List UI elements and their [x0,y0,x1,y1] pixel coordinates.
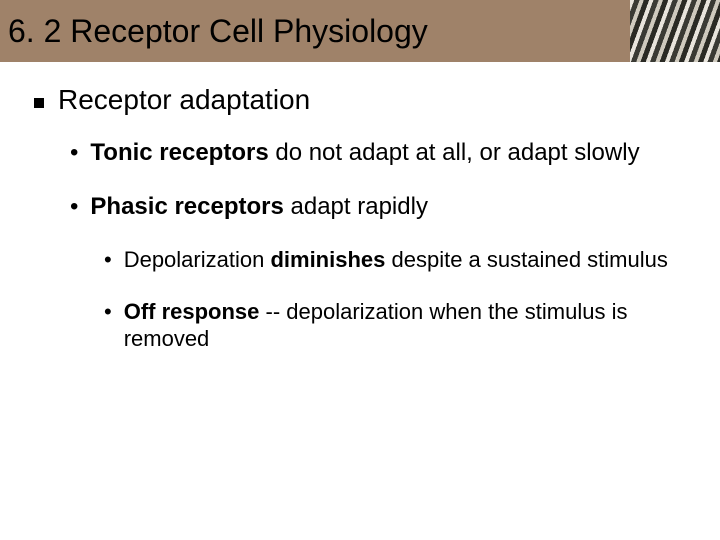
bold-term: Off response [124,299,260,324]
bullet-dot-icon: • [70,192,78,222]
heading-text: Receptor adaptation [58,84,310,116]
bold-term: Tonic receptors [90,139,268,166]
rest-text: do not adapt at all, or adapt slowly [269,139,640,166]
bullet-dot-icon: • [104,298,112,326]
bullet-level2: • Off response -- depolarization when th… [104,298,692,353]
section-heading: Receptor adaptation [28,84,692,116]
bullet-dot-icon: • [104,246,112,274]
pre-text: Depolarization [124,247,271,272]
bullet-text: Phasic receptors adapt rapidly [90,192,692,222]
corner-decorative-image [630,0,720,62]
bold-term: diminishes [270,247,385,272]
rest-text: despite a sustained stimulus [385,247,668,272]
bullet-level1: • Phasic receptors adapt rapidly [70,192,692,222]
bullet-level2: • Depolarization diminishes despite a su… [104,246,692,274]
bold-term: Phasic receptors [90,193,283,220]
bullet-level1: • Tonic receptors do not adapt at all, o… [70,138,692,168]
bullet-text: Tonic receptors do not adapt at all, or … [90,138,692,168]
slide-title: 6. 2 Receptor Cell Physiology [8,13,428,50]
bullet-dot-icon: • [70,138,78,168]
content-area: Receptor adaptation • Tonic receptors do… [0,62,720,353]
rest-text: adapt rapidly [284,193,428,220]
bullet-text: Off response -- depolarization when the … [124,298,692,353]
title-bar: 6. 2 Receptor Cell Physiology [0,0,720,62]
bullet-text: Depolarization diminishes despite a sust… [124,246,692,274]
square-bullet-icon [34,98,44,108]
